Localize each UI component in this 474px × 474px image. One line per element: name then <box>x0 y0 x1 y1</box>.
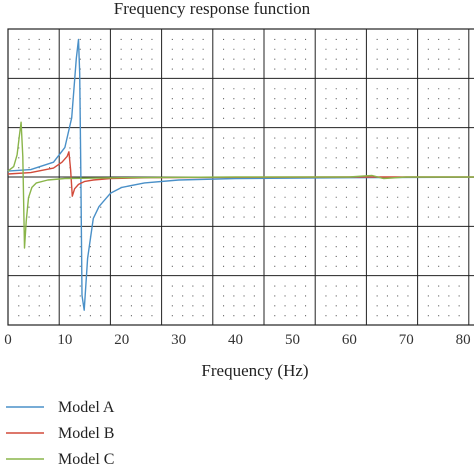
x-axis-label: Frequency (Hz) <box>201 361 308 380</box>
x-tick-label: 80 <box>456 332 471 348</box>
series-line-model-c <box>7 121 474 249</box>
x-tick-label: 70 <box>399 332 414 348</box>
x-tick-label: 0 <box>4 332 12 348</box>
series-line-model-a <box>7 38 474 311</box>
x-tick-label: 50 <box>285 332 300 348</box>
legend-entry-label: Model B <box>58 425 114 442</box>
x-tick-label: 20 <box>114 332 129 348</box>
x-tick-labels: 0102030405060708090 <box>4 332 471 348</box>
legend-entry-label: Model A <box>58 399 115 416</box>
legend: Model A Model B Model C <box>6 399 115 468</box>
series-lines <box>7 38 474 311</box>
plot-border <box>7 28 474 326</box>
x-tick-label: 10 <box>57 332 72 348</box>
x-tick-label: 30 <box>171 332 186 348</box>
plot-frame <box>7 28 474 326</box>
x-tick-label: 40 <box>228 332 243 348</box>
legend-entry-label: Model C <box>58 451 114 468</box>
chart-title: Frequency response function <box>114 0 311 18</box>
x-tick-label: 60 <box>342 332 357 348</box>
series-line-model-b <box>7 151 474 197</box>
